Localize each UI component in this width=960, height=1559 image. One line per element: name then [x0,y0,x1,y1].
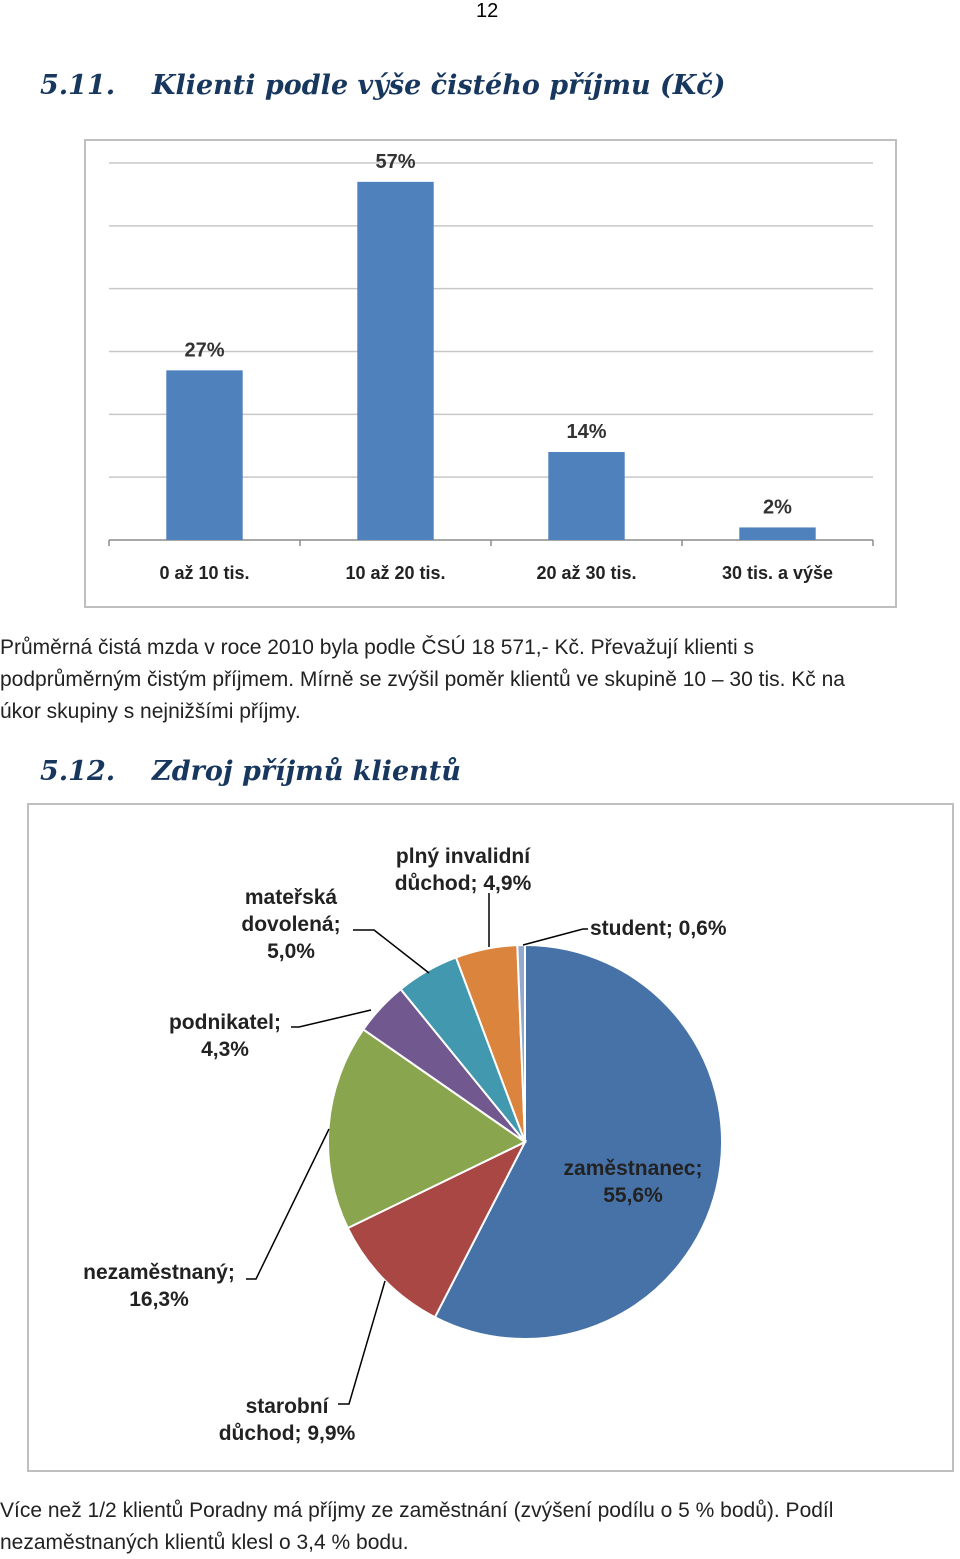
pie-slice [346,1139,528,1319]
income-source-pie-chart-frame: zaměstnanec; 55,6% starobní důchod; 9,9% nez… [27,803,954,1472]
bar-value-label: 14% [566,421,606,443]
slice-label: plný invalidní důchod; 4,9% [395,845,532,895]
paragraph-line: Průměrná čistá mzda v roce 2010 byla pod… [0,636,755,659]
leader-line [338,1280,386,1405]
leader-line [353,929,430,974]
income-bar-chart-frame: 27% 0 až 10 tis. 57% 10 až 20 tis. 14% 20 až … [84,139,897,608]
leader-line [291,1009,372,1028]
x-tick-label: 0 až 10 tis. [159,563,249,583]
slice-label: nezaměstnaný; 16,3% [83,1261,235,1311]
slice-label: zaměstnanec; 55,6% [564,1157,703,1207]
slice-label: podnikatel; 4,3% [169,1011,281,1061]
bar [739,527,816,540]
paragraph-line: úkor skupiny s nejnižšími příjmy. [0,700,301,723]
page-number: 12 [476,0,499,22]
x-tick-label: 20 až 30 tis. [536,563,636,583]
leader-line [522,928,588,946]
paragraph-income: Průměrná čistá mzda v roce 2010 byla pod… [0,632,845,728]
bar [166,370,243,540]
paragraph-line: nezaměstnaných klientů klesl o 3,4 % bod… [0,1531,409,1554]
leader-line [246,1128,330,1280]
paragraph-income-source: Více než 1/2 klientů Poradny má příjmy z… [0,1495,833,1559]
pie-slice [433,943,723,1340]
bar-value-label: 57% [375,151,415,173]
bar [548,452,625,540]
slice-label: student; 0,6% [590,917,727,940]
bar-value-label: 2% [763,496,792,518]
section-heading-income-level: 5.11. Klienti podle výše čistého příjmu (… [40,70,725,101]
section-title: Klienti podle výše čistého příjmu (Kč) [152,70,726,101]
pie-slice [327,1028,527,1230]
income-source-pie-chart: zaměstnanec; 55,6% starobní důchod; 9,9% nez… [83,845,727,1445]
slice-label: starobní důchod; 9,9% [219,1395,356,1445]
x-tick-label: 10 až 20 tis. [345,563,445,583]
section-title: Zdroj příjmů klientů [152,756,461,787]
bar-value-label: 27% [184,339,224,361]
section-heading-income-source: 5.12. Zdroj příjmů klientů [40,756,461,787]
income-bar-chart: 27% 0 až 10 tis. 57% 10 až 20 tis. 14% 20 až … [108,151,874,583]
x-tick-label: 30 tis. a výše [722,563,833,583]
paragraph-line: Více než 1/2 klientů Poradny má příjmy z… [0,1499,834,1522]
slice-label: mateřská dovolená; 5,0% [241,886,340,963]
bar [357,181,434,540]
paragraph-line: podprůměrným čistým příjmem. Mírně se zv… [0,668,845,691]
section-number: 5.11. [40,70,116,101]
section-number: 5.12. [40,756,116,787]
